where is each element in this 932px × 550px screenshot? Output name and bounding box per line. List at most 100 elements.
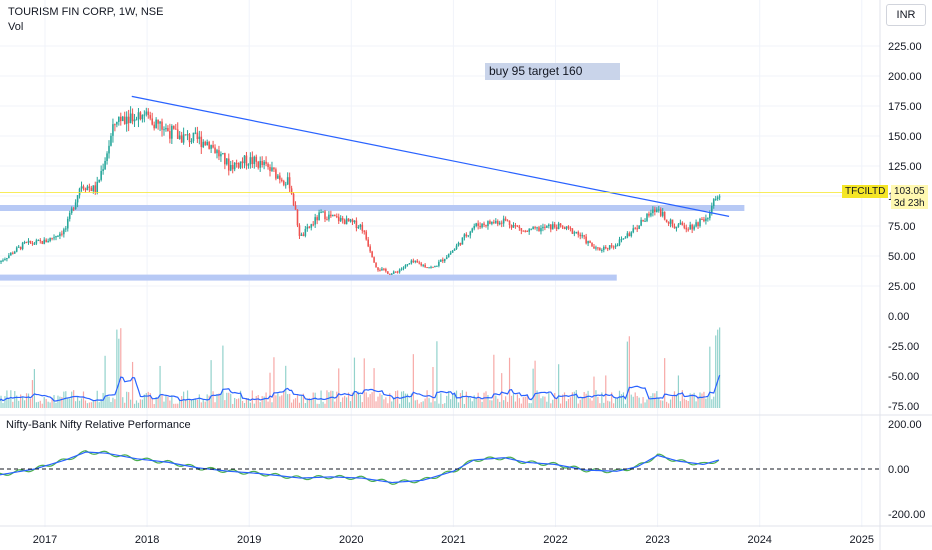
candle-body: [355, 220, 358, 229]
volume-bar: [277, 393, 279, 408]
volume-bar: [703, 391, 705, 408]
volume-bar: [16, 395, 18, 408]
volume-bar: [707, 396, 709, 408]
candle-body: [78, 188, 81, 196]
volume-bar: [453, 392, 456, 408]
volume-bar: [98, 402, 100, 408]
candle-body: [204, 141, 207, 145]
candle-body: [263, 161, 265, 166]
volume-bar: [620, 394, 623, 408]
volume-bar: [671, 396, 674, 408]
candle-body: [493, 221, 495, 223]
candle-body: [17, 246, 20, 248]
candle-body: [145, 111, 148, 115]
candle-body: [68, 212, 71, 219]
candle-body: [45, 239, 47, 243]
volume-bar: [236, 399, 238, 408]
candle-body: [220, 153, 222, 157]
volume-bar: [139, 399, 142, 408]
volume-bar: [145, 393, 147, 408]
volume-bar: [310, 399, 312, 408]
candle-body: [465, 234, 468, 236]
volume-bar: [279, 396, 281, 408]
candle-body: [569, 227, 572, 229]
candle-body: [518, 226, 521, 229]
volume-bar: [717, 329, 719, 408]
volume-bar: [644, 402, 646, 408]
currency-button[interactable]: INR: [886, 4, 926, 26]
volume-bar: [666, 401, 668, 408]
volume-bar: [654, 393, 656, 408]
volume-bar: [90, 402, 92, 408]
price-tick-label: 150.00: [888, 131, 922, 143]
candle-body: [646, 213, 648, 221]
volume-bar: [147, 391, 149, 408]
volume-bar: [106, 396, 108, 408]
volume-bar: [677, 375, 680, 408]
volume-bar: [232, 403, 234, 408]
price-tick-label: 225.00: [888, 41, 922, 53]
volume-bar: [481, 401, 483, 408]
candle-body: [335, 216, 338, 218]
candle-body: [695, 222, 697, 227]
volume-bar: [173, 403, 175, 408]
volume-bar: [506, 401, 509, 408]
volume-bar: [200, 402, 202, 408]
candle-body: [147, 111, 150, 116]
candle-body: [261, 161, 263, 166]
candle-body: [100, 170, 102, 180]
candle-body: [286, 177, 289, 185]
volume-bar: [575, 390, 577, 408]
candle-body: [567, 226, 570, 228]
volume-bar: [71, 391, 73, 408]
candle-body: [697, 222, 699, 227]
volume-bar: [322, 401, 324, 408]
volume-bar: [524, 396, 526, 408]
candle-body: [383, 268, 385, 270]
volume-bar: [420, 402, 422, 408]
volume-bar: [6, 390, 8, 408]
volume-bar: [465, 391, 467, 408]
candle-body: [133, 119, 136, 122]
candle-body: [506, 220, 509, 222]
volume-bar: [210, 360, 212, 408]
volume-bar: [82, 391, 85, 408]
candle-body: [583, 235, 585, 237]
candle-body: [705, 218, 707, 222]
volume-bar: [49, 402, 51, 408]
volume-bar: [528, 403, 530, 408]
volume-bar: [508, 357, 511, 408]
time-tick-label: 2022: [543, 534, 567, 546]
volume-bar: [35, 402, 37, 408]
annotation-note[interactable]: buy 95 target 160: [485, 63, 620, 80]
volume-bar: [120, 328, 122, 408]
volume-bar: [336, 391, 338, 408]
volume-bar: [597, 396, 599, 408]
candle-body: [112, 124, 114, 136]
volume-bar: [349, 401, 352, 408]
volume-bar: [408, 402, 411, 408]
volume-bar: [355, 393, 358, 408]
volume-bar: [679, 401, 681, 408]
volume-bar: [540, 398, 542, 408]
candle-body: [585, 236, 587, 244]
candle-body: [310, 224, 313, 228]
time-tick-label: 2023: [645, 534, 669, 546]
candle-body: [400, 268, 403, 270]
candle-body: [159, 121, 161, 124]
candle-body: [701, 219, 703, 221]
volume-bar: [709, 346, 711, 408]
volume-bar: [347, 392, 350, 408]
volume-bar: [573, 391, 575, 408]
candle-body: [226, 158, 228, 165]
volume-bar: [662, 400, 664, 408]
volume-bar: [565, 401, 568, 408]
candle-body: [259, 161, 261, 168]
candle-body: [343, 220, 346, 225]
candle-body: [579, 234, 582, 237]
candle-body: [441, 259, 444, 262]
candle-body: [214, 147, 216, 154]
volume-bar: [212, 391, 214, 408]
candle-body: [239, 161, 242, 168]
